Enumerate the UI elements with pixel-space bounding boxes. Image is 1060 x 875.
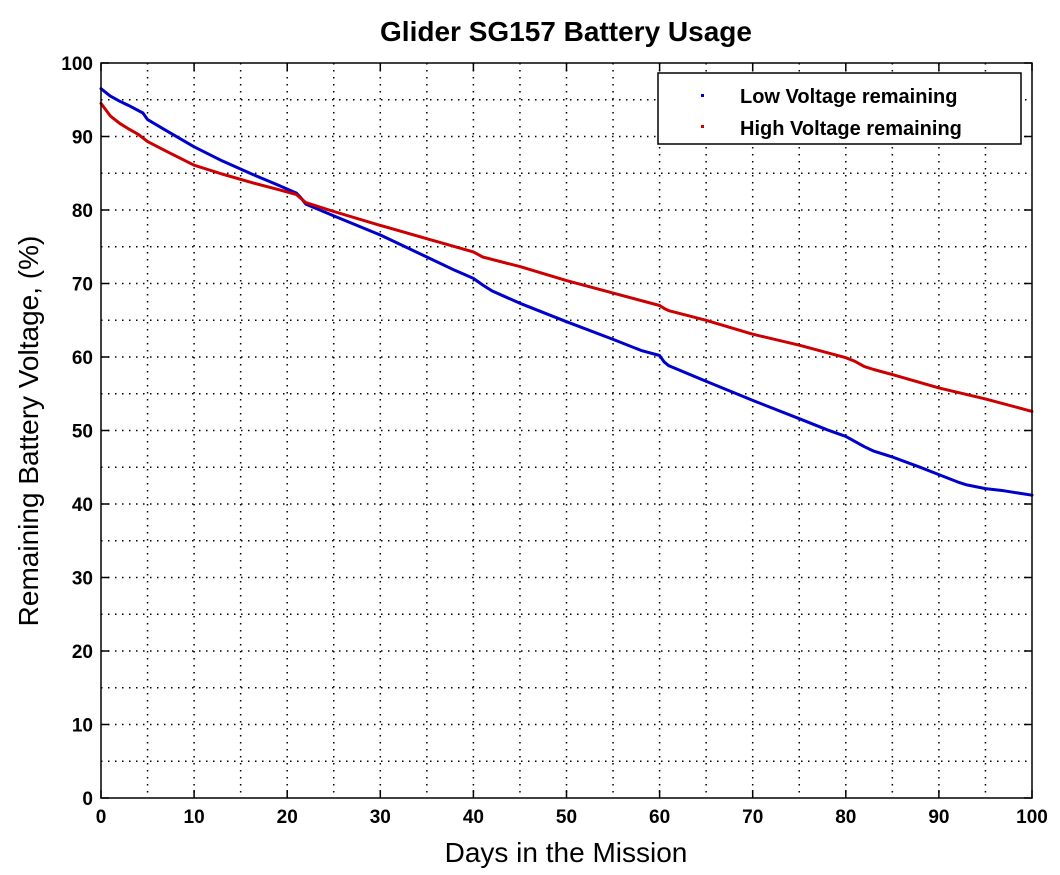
- y-tick-label: 80: [72, 201, 93, 222]
- series-line-low-voltage: [99, 87, 1034, 497]
- y-tick-label: 30: [72, 569, 93, 590]
- y-tick-label: 0: [82, 789, 93, 810]
- legend-marker-low-voltage: [701, 94, 704, 97]
- y-tick-label: 60: [72, 348, 93, 369]
- axis-ticks: 0 10 20 30 40 50 60 70 80 90 100 0 10 20 30 40 50 60 70 80 9…: [61, 54, 1048, 828]
- x-axis-label: Days in the Mission: [445, 837, 688, 868]
- y-axis-label: Remaining Battery Voltage, (%): [13, 236, 44, 627]
- y-tick-label: 90: [72, 128, 93, 149]
- y-tick-label: 70: [72, 275, 93, 296]
- series-layer: [99, 87, 1034, 497]
- chart-title: Glider SG157 Battery Usage: [380, 16, 752, 47]
- series-line-high-voltage: [99, 101, 1034, 413]
- y-tick-label: 10: [72, 716, 93, 737]
- legend-marker-high-voltage: [701, 125, 704, 128]
- x-tick-label: 20: [277, 807, 298, 828]
- legend-box: [657, 72, 1022, 145]
- x-tick-label: 70: [742, 807, 763, 828]
- x-tick-label: 100: [1016, 807, 1048, 828]
- y-tick-label: 50: [72, 422, 93, 443]
- y-tick-label: 20: [72, 642, 93, 663]
- x-tick-label: 80: [835, 807, 856, 828]
- grid-lines: [101, 63, 1032, 798]
- x-tick-label: 50: [556, 807, 577, 828]
- legend-label-high-voltage: High Voltage remaining: [740, 118, 962, 140]
- legend-label-low-voltage: Low Voltage remaining: [740, 86, 957, 108]
- x-tick-label: 30: [370, 807, 391, 828]
- x-tick-label: 90: [928, 807, 949, 828]
- x-tick-label: 10: [184, 807, 205, 828]
- x-tick-label: 0: [96, 807, 107, 828]
- y-tick-label: 100: [61, 54, 93, 75]
- legend: Low Voltage remaining High Voltage remai…: [657, 72, 1022, 145]
- y-tick-label: 40: [72, 495, 93, 516]
- x-tick-label: 60: [649, 807, 670, 828]
- x-tick-label: 40: [463, 807, 484, 828]
